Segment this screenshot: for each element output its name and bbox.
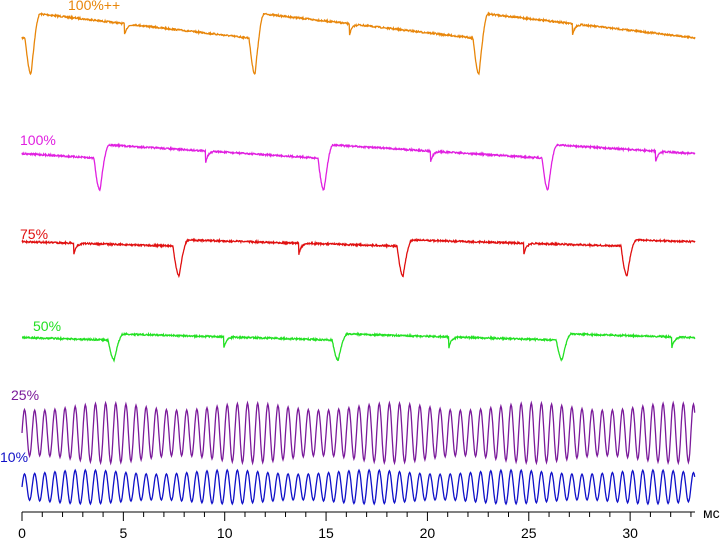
series-labels: 100%++ 100% 75% 50% 25% 10%: [0, 0, 120, 465]
x-tick-label: 25: [521, 525, 537, 540]
x-tick-label: 30: [622, 525, 638, 540]
x-tick-label: 0: [18, 525, 26, 540]
x-tick-label: 20: [420, 525, 436, 540]
series-label: 75%: [20, 226, 48, 242]
series-label: 100%: [20, 132, 56, 148]
x-tick-label: 5: [119, 525, 127, 540]
x-tick-label: 10: [217, 525, 233, 540]
series-line-50p: [21, 331, 696, 363]
traces-group: [21, 11, 696, 506]
series-line-75p: [21, 237, 696, 279]
x-axis: 0 5 10 15 20 25 30 мс: [18, 505, 720, 540]
series-label: 50%: [33, 318, 61, 334]
x-unit-label: мс: [703, 505, 720, 521]
series-line-10p: [21, 468, 696, 506]
series-label: 25%: [11, 387, 39, 403]
series-line-25p: [21, 400, 696, 466]
series-label: 10%: [0, 449, 28, 465]
x-tick-label: 15: [318, 525, 334, 540]
series-line-100p: [21, 142, 696, 192]
series-label: 100%++: [68, 0, 120, 13]
series-line-100ppp: [21, 11, 696, 76]
